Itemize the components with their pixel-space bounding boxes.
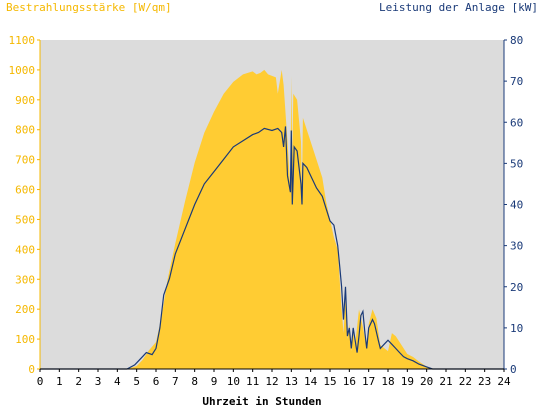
right-tick-label: 80 <box>510 34 523 47</box>
x-tick-label: 18 <box>381 375 394 388</box>
right-tick-label: 60 <box>510 116 523 129</box>
irradiance-area <box>40 69 504 370</box>
right-tick-label: 70 <box>510 75 523 88</box>
x-axis-title: Uhrzeit in Stunden <box>202 395 321 408</box>
left-tick-label: 200 <box>15 303 35 316</box>
right-tick-label: 20 <box>510 281 523 294</box>
left-tick-label: 500 <box>15 213 35 226</box>
x-tick-label: 21 <box>439 375 452 388</box>
left-tick-label: 100 <box>15 333 35 346</box>
left-tick-label: 400 <box>15 243 35 256</box>
x-tick-label: 1 <box>56 375 63 388</box>
x-tick-label: 7 <box>172 375 179 388</box>
x-tick-label: 17 <box>362 375 375 388</box>
x-tick-label: 6 <box>153 375 160 388</box>
x-tick-label: 11 <box>246 375 259 388</box>
x-tick-label: 13 <box>285 375 298 388</box>
right-tick-label: 0 <box>510 363 517 376</box>
x-tick-label: 23 <box>478 375 491 388</box>
x-tick-label: 22 <box>459 375 472 388</box>
x-tick-label: 12 <box>265 375 278 388</box>
x-tick-label: 14 <box>304 375 318 388</box>
x-tick-label: 0 <box>37 375 44 388</box>
left-tick-label: 900 <box>15 94 35 107</box>
x-tick-label: 19 <box>401 375 414 388</box>
right-tick-label: 10 <box>510 322 523 335</box>
power-line <box>40 126 504 370</box>
x-tick-label: 2 <box>75 375 82 388</box>
right-tick-label: 40 <box>510 199 523 212</box>
left-tick-label: 300 <box>15 273 35 286</box>
x-tick-label: 8 <box>191 375 198 388</box>
x-tick-label: 24 <box>497 375 511 388</box>
right-axis-title: Leistung der Anlage [kW] <box>379 1 538 14</box>
x-tick-label: 9 <box>211 375 218 388</box>
left-tick-label: 1000 <box>9 64 36 77</box>
x-tick-label: 10 <box>227 375 240 388</box>
left-tick-label: 800 <box>15 124 35 137</box>
x-tick-label: 15 <box>323 375 336 388</box>
x-tick-label: 16 <box>343 375 356 388</box>
x-tick-label: 5 <box>133 375 140 388</box>
right-tick-label: 50 <box>510 157 523 170</box>
x-tick-label: 4 <box>114 375 121 388</box>
left-tick-label: 600 <box>15 184 35 197</box>
x-tick-label: 20 <box>420 375 433 388</box>
axis-layer: 0100200300400500600700800900100011000102… <box>9 34 524 388</box>
left-tick-label: 700 <box>15 154 35 167</box>
left-axis-title: Bestrahlungsstärke [W/qm] <box>6 1 172 14</box>
series-layer <box>40 69 504 370</box>
right-tick-label: 30 <box>510 240 523 253</box>
left-tick-label: 0 <box>28 363 35 376</box>
x-tick-label: 3 <box>95 375 102 388</box>
left-tick-label: 1100 <box>9 34 36 47</box>
